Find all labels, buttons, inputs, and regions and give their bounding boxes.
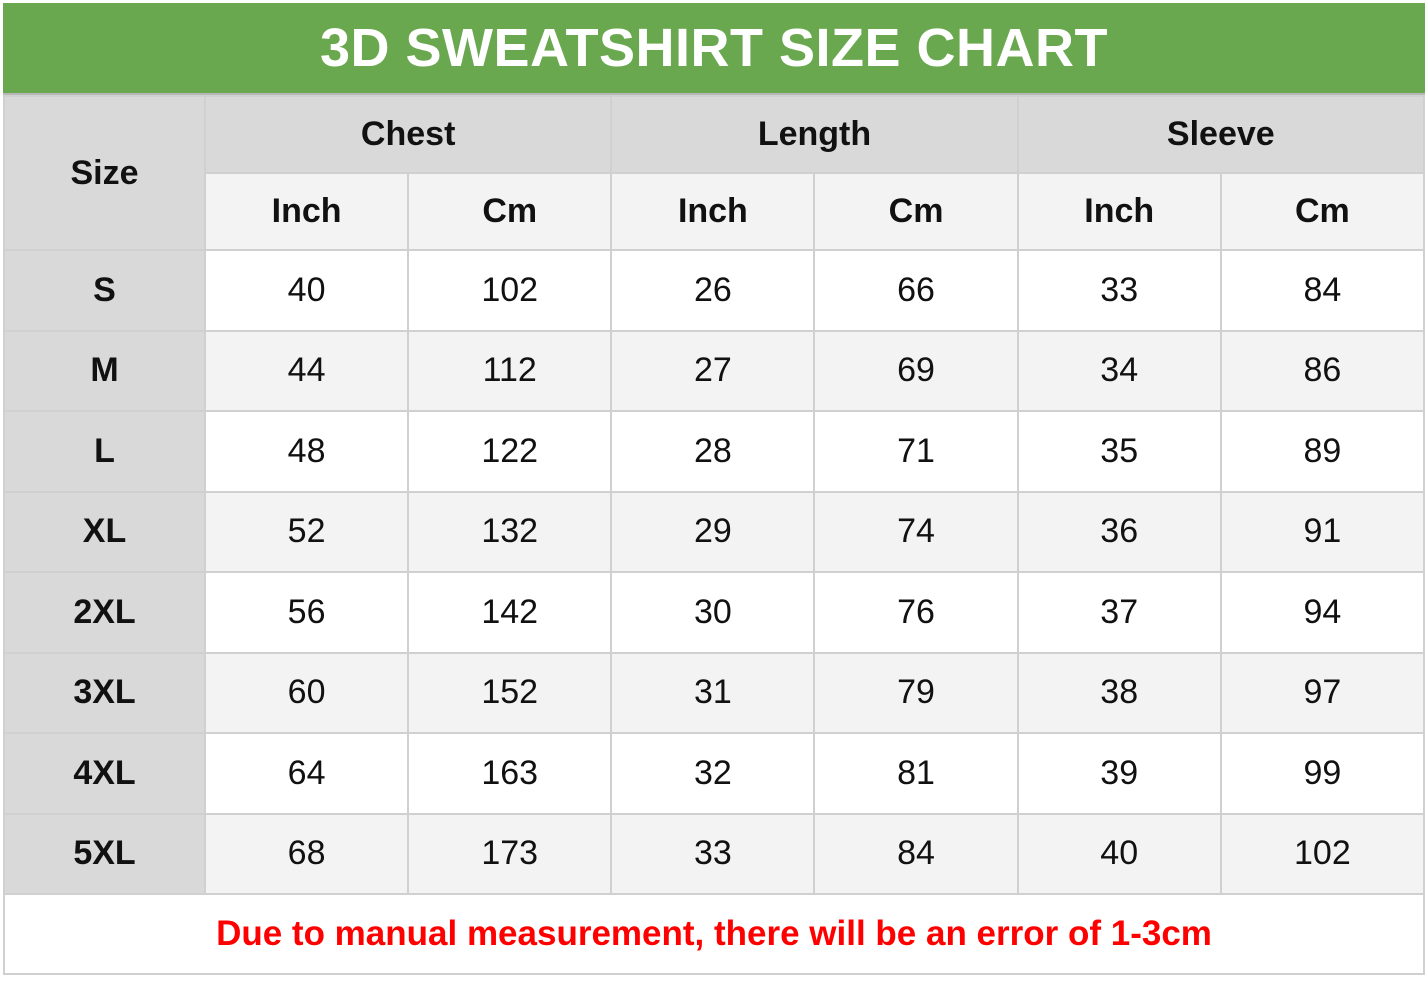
value-cell: 27 [610, 329, 816, 412]
value-cell: 32 [610, 732, 816, 815]
value-cell: 60 [203, 651, 410, 734]
unit-header: Cm [407, 172, 613, 251]
value-cell: 99 [1219, 732, 1426, 815]
value-cell: 89 [1219, 410, 1426, 493]
value-cell: 34 [1016, 329, 1222, 412]
size-cell: 2XL [3, 571, 206, 654]
table-row: L 48 122 28 71 35 89 [3, 410, 1426, 493]
size-chart: 3D SWEATSHIRT SIZE CHART Size Chest Leng… [3, 3, 1426, 975]
value-cell: 79 [813, 651, 1019, 734]
value-cell: 97 [1219, 651, 1426, 734]
value-cell: 48 [203, 410, 410, 493]
value-cell: 36 [1016, 490, 1222, 573]
value-cell: 84 [813, 812, 1019, 895]
value-cell: 102 [407, 249, 613, 332]
value-cell: 122 [407, 410, 613, 493]
value-cell: 30 [610, 571, 816, 654]
value-cell: 69 [813, 329, 1019, 412]
value-cell: 71 [813, 410, 1019, 493]
unit-header: Cm [813, 172, 1019, 251]
value-cell: 56 [203, 571, 410, 654]
table-row: 2XL 56 142 30 76 37 94 [3, 571, 1426, 654]
table-row: S 40 102 26 66 33 84 [3, 249, 1426, 332]
unit-header: Inch [1016, 172, 1222, 251]
size-cell: M [3, 329, 206, 412]
unit-header: Cm [1219, 172, 1426, 251]
value-cell: 52 [203, 490, 410, 573]
table-row: M 44 112 27 69 34 86 [3, 329, 1426, 412]
value-cell: 76 [813, 571, 1019, 654]
value-cell: 152 [407, 651, 613, 734]
header-row-units: Inch Cm Inch Cm Inch Cm [4, 172, 1426, 251]
value-cell: 64 [203, 732, 410, 815]
size-cell: 3XL [3, 651, 206, 734]
table-row: 4XL 64 163 32 81 39 99 [3, 732, 1426, 815]
header-row-groups: Size Chest Length Sleeve [3, 95, 1426, 251]
value-cell: 86 [1219, 329, 1426, 412]
value-cell: 68 [203, 812, 410, 895]
chart-title: 3D SWEATSHIRT SIZE CHART [3, 3, 1425, 95]
size-cell: 4XL [3, 732, 206, 815]
value-cell: 33 [610, 812, 816, 895]
value-cell: 37 [1016, 571, 1222, 654]
unit-header: Inch [610, 172, 816, 251]
unit-header: Inch [203, 172, 410, 251]
value-cell: 44 [203, 329, 410, 412]
sleeve-header: Sleeve [1016, 95, 1426, 174]
value-cell: 35 [1016, 410, 1222, 493]
value-cell: 163 [407, 732, 613, 815]
chest-header: Chest [203, 95, 613, 174]
value-cell: 173 [407, 812, 613, 895]
value-cell: 26 [610, 249, 816, 332]
value-cell: 29 [610, 490, 816, 573]
value-cell: 40 [203, 249, 410, 332]
value-cell: 102 [1219, 812, 1426, 895]
value-cell: 132 [407, 490, 613, 573]
value-cell: 81 [813, 732, 1019, 815]
length-header: Length [610, 95, 1019, 174]
value-cell: 33 [1016, 249, 1222, 332]
value-cell: 66 [813, 249, 1019, 332]
size-header: Size [3, 95, 206, 251]
value-cell: 74 [813, 490, 1019, 573]
table-row: 5XL 68 173 33 84 40 102 [3, 812, 1426, 895]
size-cell: XL [3, 490, 206, 573]
value-cell: 84 [1219, 249, 1426, 332]
value-cell: 28 [610, 410, 816, 493]
value-cell: 142 [407, 571, 613, 654]
note-row: Due to manual measurement, there will be… [3, 893, 1425, 975]
value-cell: 39 [1016, 732, 1222, 815]
size-table: Size Chest Length Sleeve Inch Cm Inch Cm… [3, 95, 1426, 975]
size-cell: L [3, 410, 206, 493]
size-cell: 5XL [3, 812, 206, 895]
value-cell: 112 [407, 329, 613, 412]
measurement-note: Due to manual measurement, there will be… [3, 893, 1425, 975]
value-cell: 94 [1219, 571, 1426, 654]
value-cell: 40 [1016, 812, 1222, 895]
value-cell: 91 [1219, 490, 1426, 573]
value-cell: 31 [610, 651, 816, 734]
table-row: XL 52 132 29 74 36 91 [3, 490, 1426, 573]
value-cell: 38 [1016, 651, 1222, 734]
size-cell: S [3, 249, 206, 332]
table-row: 3XL 60 152 31 79 38 97 [3, 651, 1426, 734]
